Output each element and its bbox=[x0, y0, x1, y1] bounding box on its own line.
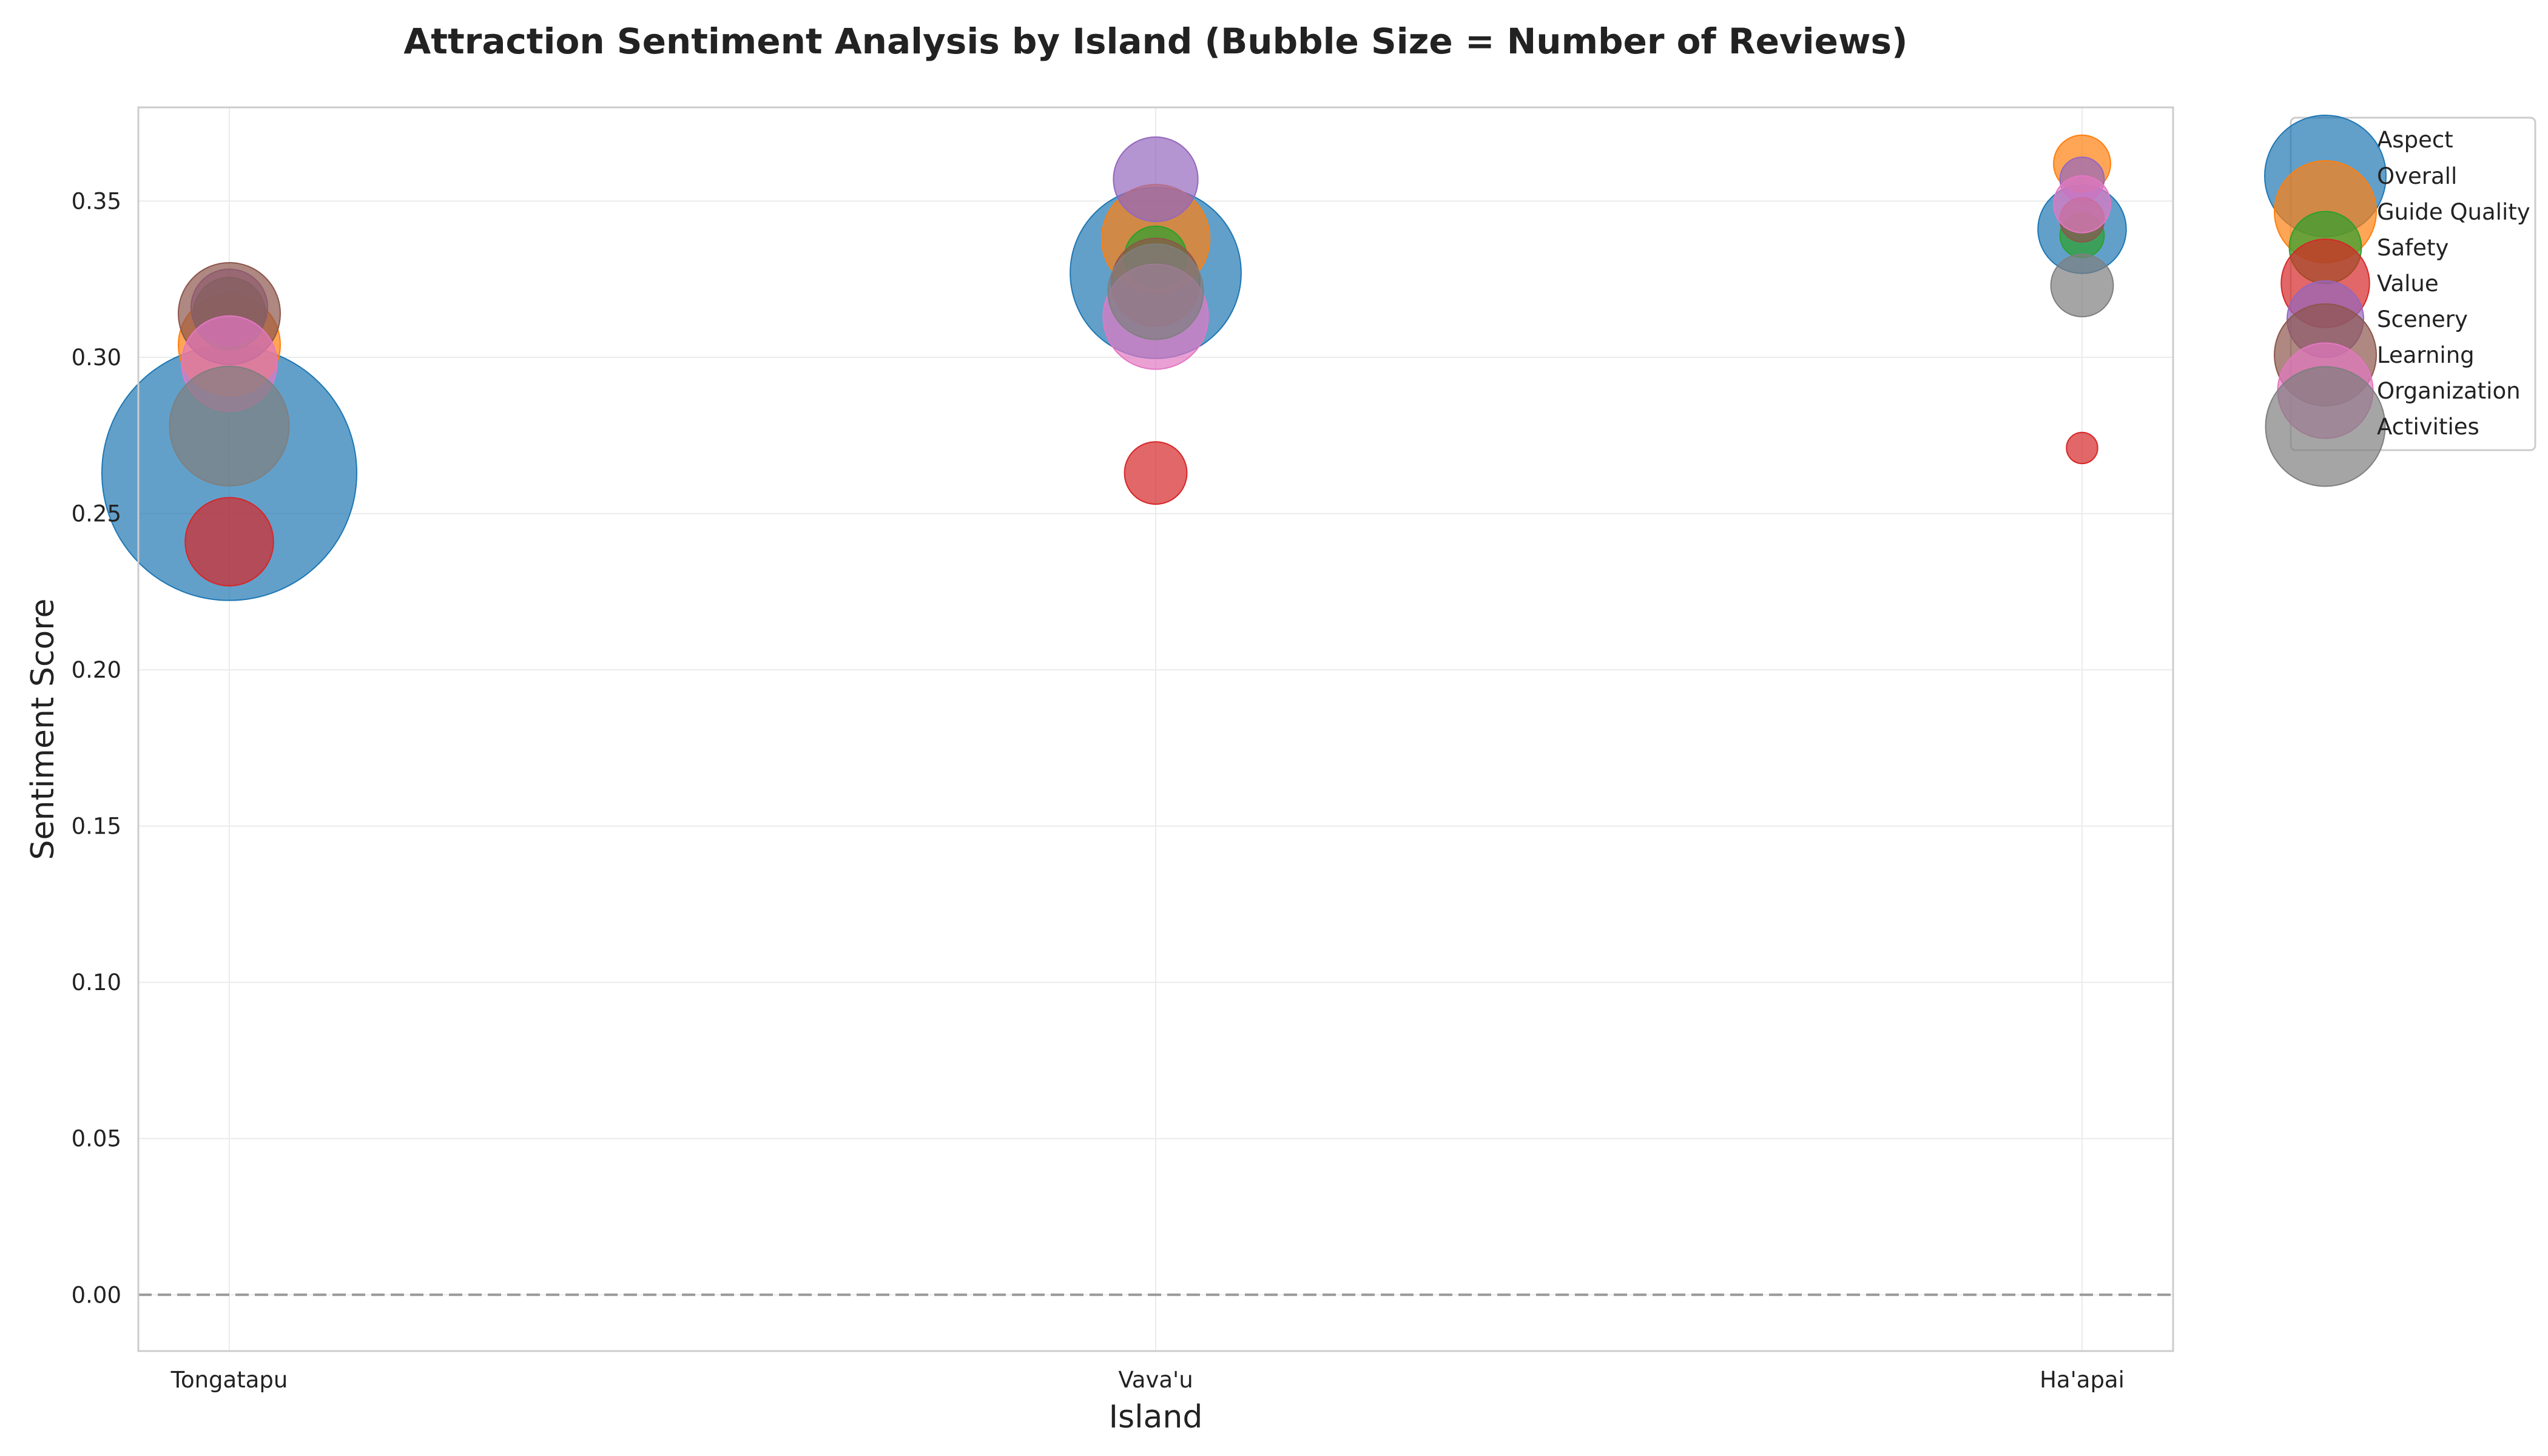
y-tick-label: 0.35 bbox=[72, 189, 121, 215]
legend-marker-activities bbox=[2265, 366, 2386, 487]
y-tick-label: 0.20 bbox=[72, 657, 121, 683]
y-tick-label: 0.00 bbox=[72, 1282, 121, 1308]
bubble-organization-ha-apai bbox=[2053, 175, 2111, 234]
legend-label-guide-quality: Guide Quality bbox=[2377, 199, 2530, 225]
x-tick-label: Tongatapu bbox=[170, 1367, 288, 1393]
legend-label-activities: Activities bbox=[2377, 414, 2479, 440]
y-axis-label: Sentiment Score bbox=[25, 599, 61, 860]
legend-label-organization: Organization bbox=[2377, 378, 2521, 404]
bubble-activities-ha-apai bbox=[2050, 254, 2114, 318]
legend-label-overall: Overall bbox=[2377, 163, 2457, 189]
legend: Aspect Overall Guide Quality Safety Value Sc… bbox=[2264, 115, 2536, 487]
legend-label-safety: Safety bbox=[2377, 235, 2449, 261]
y-tick-label: 0.05 bbox=[72, 1126, 121, 1152]
bubble-activities-tongatapu bbox=[169, 365, 290, 487]
tick-layer: 0.00 0.05 0.10 0.15 0.20 0.25 0.30 0.35 Tongatap… bbox=[72, 189, 2125, 1393]
x-tick-label: Vava'u bbox=[1118, 1367, 1193, 1393]
legend-label-scenery: Scenery bbox=[2377, 306, 2468, 332]
y-tick-label: 0.25 bbox=[72, 501, 121, 527]
y-tick-label: 0.30 bbox=[72, 345, 121, 371]
x-axis-label: Island bbox=[1109, 1399, 1203, 1435]
y-tick-label: 0.10 bbox=[72, 969, 121, 996]
bubble-value-vava-u bbox=[1124, 441, 1188, 505]
bubble-activities-vava-u bbox=[1107, 243, 1204, 340]
chart-title: Attraction Sentiment Analysis by Island … bbox=[403, 21, 1907, 62]
legend-label-learning: Learning bbox=[2377, 342, 2475, 368]
plot-frame bbox=[137, 106, 2174, 1352]
bubble-value-tongatapu bbox=[184, 497, 274, 587]
legend-label-value: Value bbox=[2377, 271, 2439, 297]
bubble-value-ha-apai bbox=[2066, 431, 2098, 465]
y-tick-label: 0.15 bbox=[72, 814, 121, 840]
legend-title: Aspect bbox=[2377, 127, 2453, 153]
bubble-layer bbox=[101, 134, 2127, 601]
bubble-scenery-vava-u bbox=[1113, 136, 1199, 223]
x-tick-label: Ha'apai bbox=[2040, 1367, 2125, 1393]
